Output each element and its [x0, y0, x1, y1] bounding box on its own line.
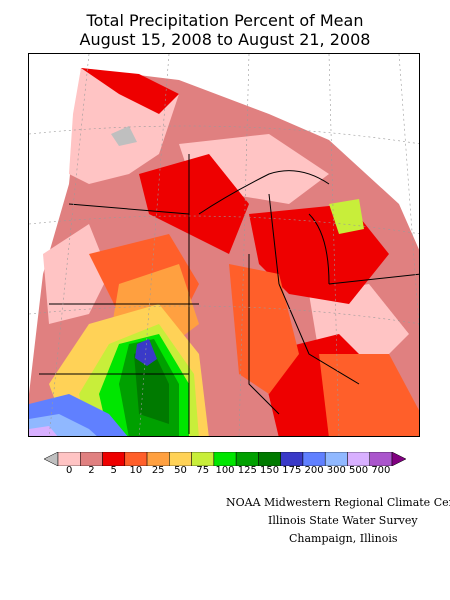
legend-swatch — [369, 452, 393, 466]
legend-label: 100 — [215, 465, 235, 476]
legend-swatch — [235, 452, 259, 466]
legend-labels: 0 2 5 10 25 50 75 100 125 150 175 200 300 500 700 — [0, 465, 450, 481]
region-orange-2 — [229, 264, 299, 394]
legend-label: 50 — [174, 465, 187, 476]
legend-swatch — [213, 452, 237, 466]
legend-swatch — [146, 452, 170, 466]
legend-label: 25 — [151, 465, 165, 476]
region-gray-patch — [111, 126, 137, 146]
legend-swatch — [102, 452, 126, 466]
legend-label: 75 — [196, 465, 210, 476]
legend-label: 200 — [304, 465, 324, 476]
legend-label: 0 — [65, 465, 73, 476]
legend-swatch — [258, 452, 281, 466]
legend-swatch — [347, 452, 370, 466]
legend-label: 150 — [259, 465, 280, 476]
credit-location: Champaign, Illinois — [289, 532, 398, 545]
legend-label: 2 — [88, 465, 95, 476]
map-subtitle-date-range: August 15, 2008 to August 21, 2008 — [79, 30, 371, 49]
legend-swatch — [191, 452, 215, 466]
map-title: Total Precipitation Percent of Mean — [86, 11, 364, 30]
legend-swatch — [302, 452, 326, 466]
region-red-center — [139, 154, 249, 254]
precipitation-map — [28, 53, 420, 437]
legend-swatch — [280, 452, 304, 466]
region-darkergreen — [134, 346, 169, 424]
legend-swatch — [169, 452, 192, 466]
graticule — [29, 54, 419, 436]
credit-survey: Illinois State Water Survey — [268, 514, 418, 527]
legend-swatch — [57, 452, 81, 466]
legend-label: 5 — [110, 465, 117, 476]
legend-label: 500 — [349, 465, 369, 476]
legend-swatch-above — [391, 452, 406, 466]
legend-swatch — [324, 452, 348, 466]
legend-swatch — [80, 452, 103, 466]
map-canvas — [29, 54, 419, 436]
legend-swatch — [124, 452, 148, 466]
legend-label: 10 — [129, 465, 143, 476]
region-lightpink-west — [43, 224, 109, 324]
credit-organization: NOAA Midwestern Regional Climate Cent — [226, 496, 450, 509]
legend-label: 300 — [326, 465, 346, 476]
legend-label: 700 — [371, 465, 391, 476]
state-boundaries — [39, 154, 419, 434]
legend-label: 125 — [237, 465, 257, 476]
region-blue — [135, 339, 157, 366]
legend-swatch-below — [44, 452, 59, 466]
region-red-north — [81, 68, 179, 114]
legend-color-bar — [44, 452, 406, 466]
legend-label: 175 — [282, 465, 302, 476]
